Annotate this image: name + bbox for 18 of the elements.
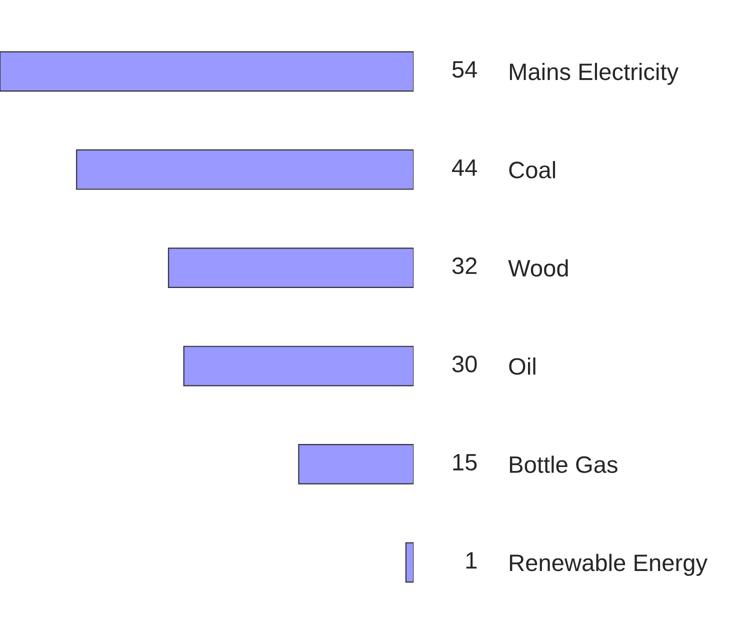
bar <box>405 542 414 583</box>
bar <box>0 51 414 92</box>
bar <box>168 248 414 288</box>
y-tick-label: Wood <box>508 259 568 277</box>
data-label: 54 <box>452 61 478 78</box>
bar <box>76 149 414 190</box>
bar <box>298 444 414 484</box>
y-tick-label: Renewable Energy <box>510 554 708 576</box>
data-label: 15 <box>453 454 477 471</box>
y-tick-label: Coal <box>509 161 556 178</box>
y-tick-label: Mains Electricity <box>510 62 679 85</box>
data-label: 44 <box>452 159 478 176</box>
data-label: 1 <box>466 552 477 569</box>
data-label: 30 <box>452 356 477 372</box>
y-tick-label: Bottle Gas <box>510 456 618 474</box>
data-label: 32 <box>452 257 477 274</box>
y-tick-label: Oil <box>509 357 536 375</box>
bar <box>183 346 414 386</box>
